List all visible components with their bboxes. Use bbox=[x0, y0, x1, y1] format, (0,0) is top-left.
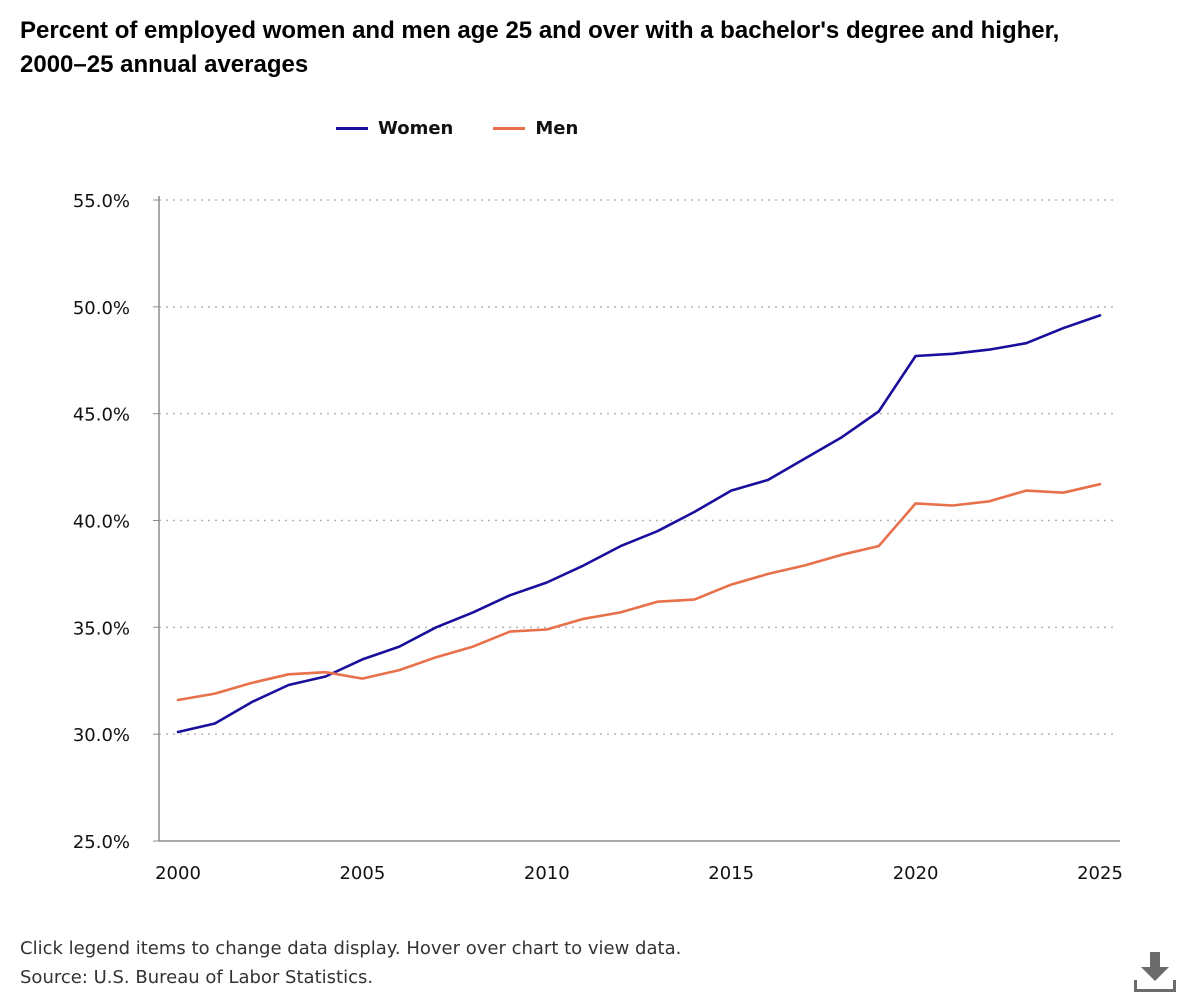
data-point-women bbox=[615, 540, 627, 552]
data-point-women bbox=[172, 726, 184, 738]
data-point-women bbox=[246, 696, 258, 708]
y-tick-label: 30.0% bbox=[73, 725, 130, 746]
data-point-women bbox=[541, 577, 553, 589]
x-tick-label: 2015 bbox=[708, 863, 754, 884]
x-tick-label: 2020 bbox=[893, 863, 939, 884]
y-tick-label: 50.0% bbox=[73, 298, 130, 319]
chart-footer: Click legend items to change data displa… bbox=[20, 934, 681, 992]
line-chart[interactable]: 25.0% 30.0% 35.0% 40.0% 45.0% 50.0% 55.0% 2000… bbox=[0, 0, 1200, 900]
data-point-women bbox=[467, 606, 479, 618]
series-lines bbox=[172, 309, 1106, 738]
x-tick-label: 2000 bbox=[155, 863, 201, 884]
data-point-men bbox=[688, 594, 700, 606]
data-point-men bbox=[172, 694, 184, 706]
data-point-women bbox=[762, 474, 774, 486]
footer-source: Source: U.S. Bureau of Labor Statistics. bbox=[20, 967, 374, 988]
data-point-women bbox=[393, 641, 405, 653]
y-tick-label: 55.0% bbox=[73, 191, 130, 212]
y-tick-label: 25.0% bbox=[73, 832, 130, 853]
x-axis-ticks: 2000 2005 2010 2015 2020 2025 bbox=[155, 863, 1123, 884]
data-point-men bbox=[1094, 478, 1106, 490]
chart-title: Percent of employed women and men age 25… bbox=[20, 17, 1060, 78]
data-point-men bbox=[836, 549, 848, 561]
series-line-men bbox=[176, 482, 1102, 702]
data-point-men bbox=[1057, 487, 1069, 499]
data-point-men bbox=[1020, 485, 1032, 497]
data-point-women bbox=[209, 718, 221, 730]
x-tick-label: 2010 bbox=[524, 863, 570, 884]
legend: Women Men bbox=[336, 114, 578, 142]
data-point-men bbox=[283, 668, 295, 680]
footer-note: Click legend items to change data displa… bbox=[20, 938, 682, 959]
data-point-men bbox=[356, 673, 368, 685]
data-point-men bbox=[615, 606, 627, 618]
data-point-men bbox=[430, 651, 442, 663]
data-point-women bbox=[910, 350, 922, 362]
data-point-men bbox=[578, 613, 590, 625]
series-line-women bbox=[176, 314, 1102, 734]
data-point-men bbox=[504, 626, 516, 638]
data-point-men bbox=[320, 666, 332, 678]
y-axis-ticks: 25.0% 30.0% 35.0% 40.0% 45.0% 50.0% 55.0% bbox=[73, 191, 159, 853]
data-point-men bbox=[947, 500, 959, 512]
data-point-men bbox=[467, 641, 479, 653]
data-point-men bbox=[651, 596, 663, 608]
data-point-women bbox=[430, 621, 442, 633]
x-tick-label: 2005 bbox=[339, 863, 385, 884]
data-point-men bbox=[873, 540, 885, 552]
y-tick-label: 40.0% bbox=[73, 512, 130, 533]
axes bbox=[158, 196, 1120, 842]
data-point-men bbox=[762, 568, 774, 580]
y-tick-label: 45.0% bbox=[73, 405, 130, 426]
data-point-men bbox=[725, 579, 737, 591]
data-point-women bbox=[873, 406, 885, 418]
data-point-women bbox=[1020, 337, 1032, 349]
legend-label-men: Men bbox=[535, 117, 579, 139]
data-point-women bbox=[947, 348, 959, 360]
data-point-women bbox=[799, 453, 811, 465]
data-point-women bbox=[1057, 322, 1069, 334]
data-point-women bbox=[578, 559, 590, 571]
legend-item-men[interactable]: Men bbox=[493, 118, 578, 139]
data-point-women bbox=[725, 485, 737, 497]
legend-swatch-men bbox=[493, 126, 526, 130]
data-point-men bbox=[541, 624, 553, 636]
data-point-men bbox=[983, 495, 995, 507]
legend-swatch-women bbox=[336, 126, 368, 130]
data-point-women bbox=[283, 679, 295, 691]
data-point-men bbox=[910, 497, 922, 509]
data-point-women bbox=[651, 525, 663, 537]
download-button[interactable] bbox=[1132, 950, 1178, 996]
data-point-men bbox=[799, 559, 811, 571]
data-point-women bbox=[504, 589, 516, 601]
data-point-women bbox=[356, 653, 368, 665]
data-point-women bbox=[688, 506, 700, 518]
y-tick-label: 35.0% bbox=[73, 618, 130, 639]
x-tick-label: 2025 bbox=[1077, 863, 1123, 884]
data-point-women bbox=[836, 431, 848, 443]
data-point-men bbox=[246, 677, 258, 689]
grid-lines bbox=[159, 199, 1118, 735]
legend-label-women: Women bbox=[378, 117, 454, 139]
data-point-men bbox=[209, 688, 221, 700]
data-point-men bbox=[393, 664, 405, 676]
legend-item-women[interactable]: Women bbox=[336, 118, 453, 139]
data-point-women bbox=[1094, 309, 1106, 321]
download-icon bbox=[1134, 952, 1176, 992]
data-point-women bbox=[983, 344, 995, 356]
